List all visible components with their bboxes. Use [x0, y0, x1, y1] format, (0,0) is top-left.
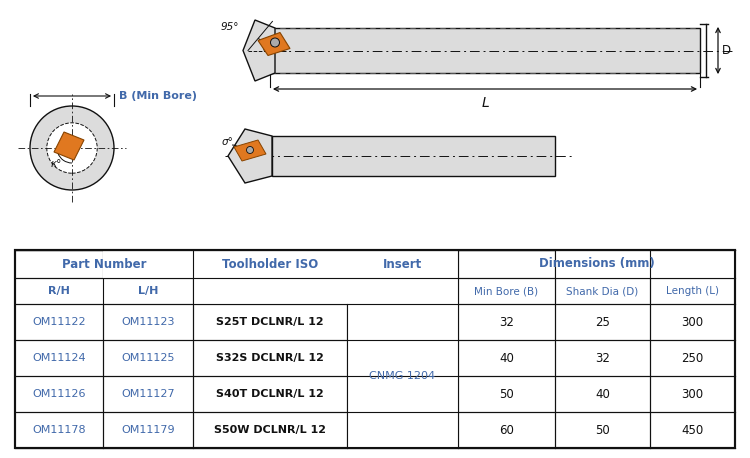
Text: B (Min Bore): B (Min Bore)	[119, 91, 197, 101]
Bar	[15, 250, 735, 448]
Text: S25T DCLNR/L 12: S25T DCLNR/L 12	[216, 317, 324, 327]
Text: OM11124: OM11124	[32, 353, 86, 363]
Bar	[15, 250, 735, 448]
Text: S40T DCLNR/L 12: S40T DCLNR/L 12	[216, 389, 324, 399]
Bar	[555, 250, 735, 278]
Circle shape	[30, 106, 114, 190]
Polygon shape	[54, 132, 84, 160]
Polygon shape	[258, 33, 290, 55]
Text: Min Bore (B): Min Bore (B)	[475, 286, 538, 296]
Text: L/H: L/H	[138, 286, 158, 296]
Text: 40: 40	[595, 387, 610, 400]
Text: 25: 25	[595, 316, 610, 328]
Text: OM11123: OM11123	[122, 317, 175, 327]
Text: κ°: κ°	[50, 159, 62, 169]
Text: 50: 50	[596, 424, 610, 436]
Text: S32S DCLNR/L 12: S32S DCLNR/L 12	[216, 353, 324, 363]
Bar	[347, 250, 458, 304]
Polygon shape	[243, 20, 275, 81]
Text: OM11179: OM11179	[122, 425, 175, 435]
Bar	[270, 28, 700, 73]
Text: R/H: R/H	[48, 286, 70, 296]
Bar	[272, 136, 555, 176]
Bar	[103, 250, 193, 278]
Text: Shank Dia (D): Shank Dia (D)	[566, 286, 638, 296]
Text: 60: 60	[499, 424, 514, 436]
Bar	[347, 304, 458, 448]
Text: S50W DCLNR/L 12: S50W DCLNR/L 12	[214, 425, 326, 435]
Text: OM11178: OM11178	[32, 425, 86, 435]
Circle shape	[68, 144, 76, 152]
Text: 95°: 95°	[220, 22, 239, 32]
Text: 32: 32	[499, 316, 514, 328]
Text: 50: 50	[500, 387, 514, 400]
Text: 450: 450	[681, 424, 703, 436]
Circle shape	[271, 38, 280, 47]
Text: L: L	[482, 96, 489, 110]
Text: Insert: Insert	[382, 257, 422, 271]
Circle shape	[247, 147, 254, 153]
Text: 250: 250	[681, 351, 703, 365]
Text: OM11126: OM11126	[32, 389, 86, 399]
Circle shape	[46, 123, 98, 173]
Text: Dimensions (mm): Dimensions (mm)	[538, 257, 654, 271]
Bar	[193, 250, 347, 304]
Text: OM11122: OM11122	[32, 317, 86, 327]
Text: 300: 300	[682, 316, 703, 328]
Polygon shape	[234, 140, 266, 161]
Text: CNMG 1204: CNMG 1204	[370, 371, 436, 381]
Text: 40: 40	[499, 351, 514, 365]
Text: Part Number: Part Number	[62, 257, 146, 271]
Text: 300: 300	[682, 387, 703, 400]
Text: σ°: σ°	[222, 137, 234, 147]
Text: Toolholder ISO: Toolholder ISO	[222, 257, 318, 271]
Text: 32: 32	[595, 351, 610, 365]
Text: OM11125: OM11125	[122, 353, 175, 363]
Text: D: D	[722, 44, 731, 57]
Text: Length (L): Length (L)	[666, 286, 719, 296]
Polygon shape	[228, 129, 272, 183]
Text: OM11127: OM11127	[122, 389, 175, 399]
